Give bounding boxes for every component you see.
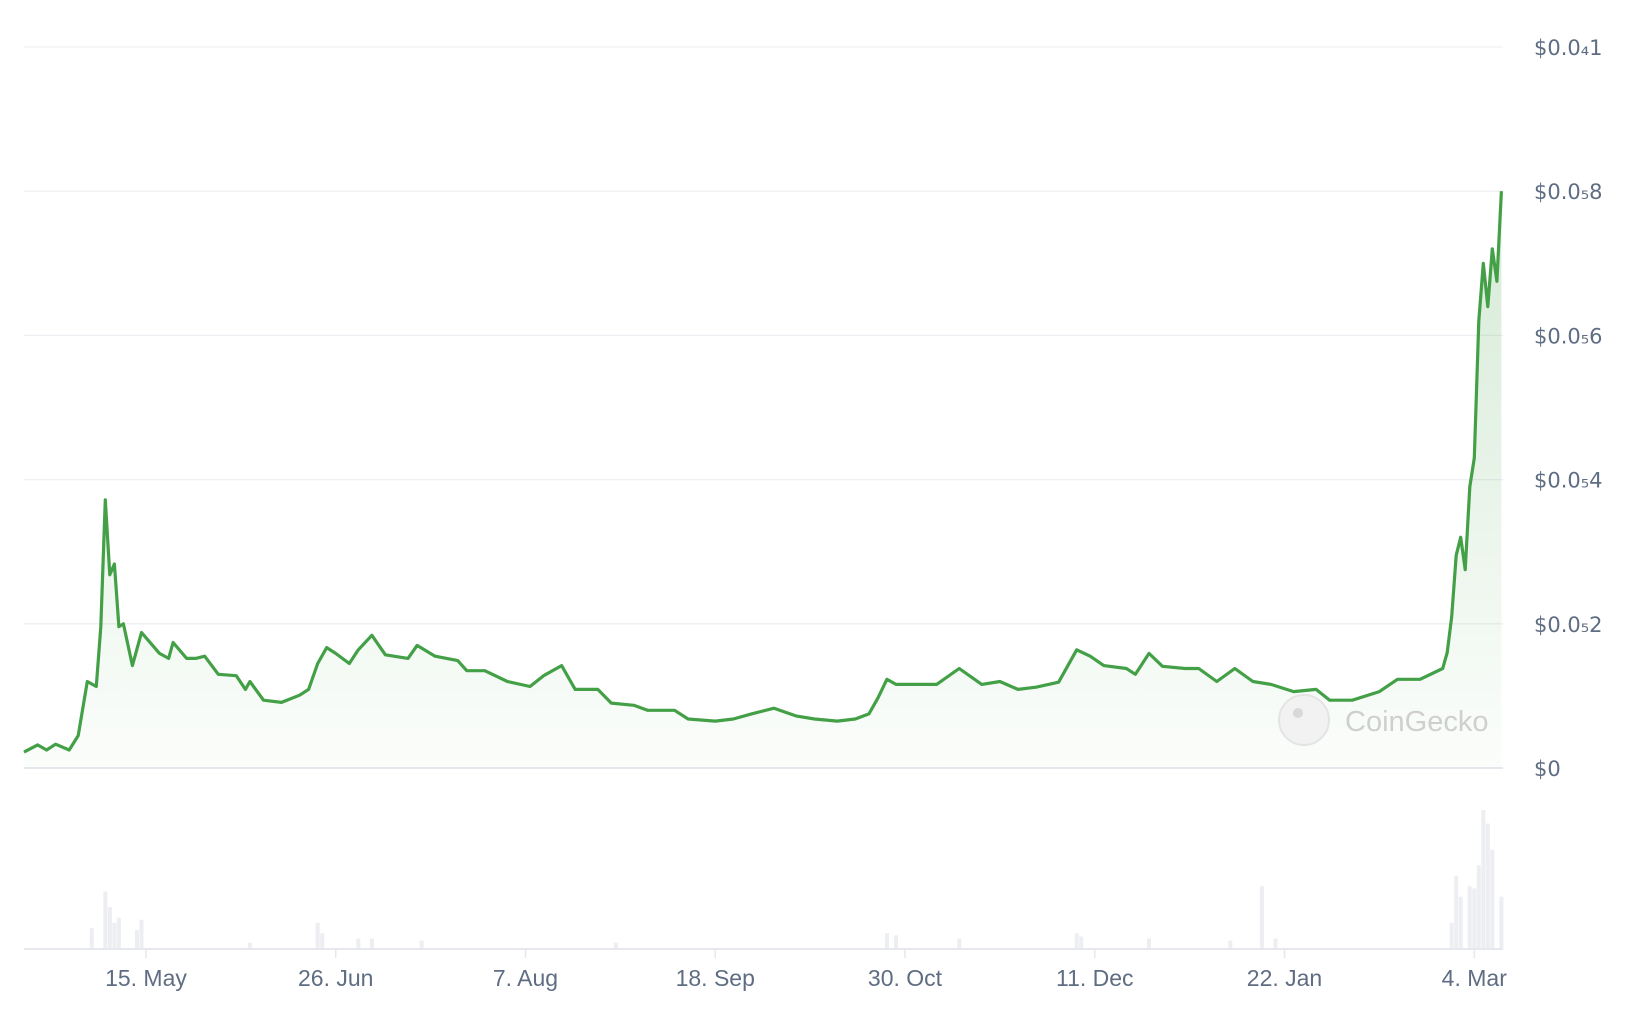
- gridlines: [24, 46, 1503, 769]
- volume-bar: [116, 917, 121, 949]
- volume-bar: [107, 907, 112, 949]
- x-tick-label: 7. Aug: [493, 965, 558, 991]
- volume-bar: [1476, 865, 1481, 949]
- x-axis: 15. May 26. Jun 7. Aug 18. Sep 30. Oct 11. De…: [105, 949, 1507, 991]
- volume-bar: [134, 930, 139, 949]
- y-tick-label: $0.0₅6: [1534, 324, 1603, 348]
- watermark-text: CoinGecko: [1345, 706, 1488, 738]
- volume-bar: [1472, 888, 1477, 949]
- x-tick-label: 15. May: [105, 965, 187, 991]
- volume-bar: [103, 891, 108, 949]
- y-tick-label: $0.0₄1: [1534, 36, 1603, 60]
- y-tick-label: $0.0₅8: [1534, 180, 1603, 204]
- price-points: [24, 191, 1502, 752]
- volume-bar: [1490, 849, 1495, 949]
- volume-bars: [89, 810, 1504, 949]
- volume-bar: [356, 938, 361, 949]
- volume-bar: [1485, 823, 1490, 949]
- y-tick-label: $0: [1534, 757, 1561, 781]
- volume-bar: [1074, 933, 1079, 949]
- volume-bar: [1259, 886, 1264, 949]
- volume-bar: [884, 933, 889, 949]
- volume-bar: [369, 938, 374, 949]
- volume-bar: [1458, 896, 1463, 949]
- coingecko-watermark: CoinGecko: [1278, 694, 1488, 746]
- price-line: [23, 191, 1503, 754]
- volume-bar: [1499, 896, 1504, 949]
- gecko-logo-icon: [1278, 694, 1330, 746]
- volume-bar: [1449, 922, 1454, 949]
- x-tick-label: 11. Dec: [1056, 965, 1134, 991]
- y-tick-label: $0.0₅2: [1534, 613, 1603, 637]
- x-tick-label: 30. Oct: [868, 965, 943, 991]
- volume-bar: [247, 942, 252, 949]
- volume-bar: [893, 935, 898, 949]
- volume-bar: [320, 933, 325, 949]
- volume-bar: [1481, 810, 1486, 949]
- volume-bar: [1146, 938, 1151, 949]
- volume-bar: [1273, 938, 1278, 949]
- volume-bar: [1079, 936, 1084, 949]
- volume-bar: [89, 928, 94, 949]
- x-tick-label: 4. Mar: [1442, 965, 1508, 991]
- volume-bar: [315, 922, 320, 949]
- volume-bar: [1228, 940, 1233, 949]
- volume-bar: [957, 938, 962, 949]
- volume-bar: [1454, 875, 1459, 949]
- volume-bar: [1467, 886, 1472, 949]
- price-area: [24, 191, 1502, 768]
- y-tick-label: $0.0₅4: [1534, 469, 1603, 493]
- x-tick-label: 22. Jan: [1247, 965, 1322, 991]
- volume-bar: [112, 922, 117, 949]
- volume-bar: [613, 942, 618, 949]
- volume-bar: [419, 940, 424, 949]
- x-tick-label: 26. Jun: [298, 965, 373, 991]
- gecko-eye-icon: [1293, 708, 1303, 718]
- x-tick-label: 18. Sep: [676, 965, 755, 991]
- volume-bar: [139, 919, 144, 949]
- y-axis: $0 $0.0₅2 $0.0₅4 $0.0₅6 $0.0₅8 $0.0₄1: [1534, 36, 1603, 781]
